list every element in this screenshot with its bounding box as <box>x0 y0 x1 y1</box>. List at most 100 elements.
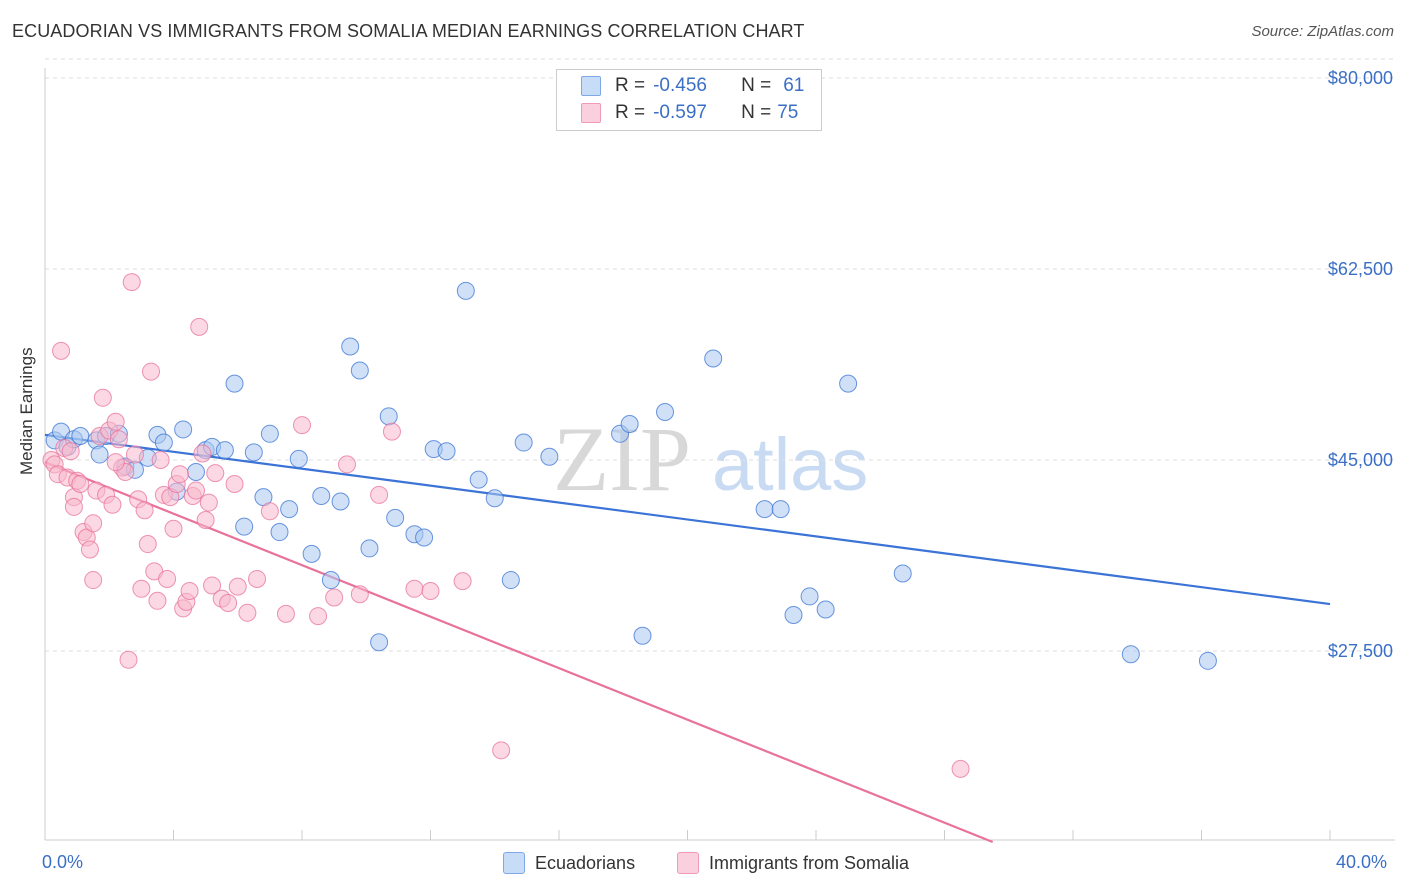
point-immigrants-from-somalia <box>350 585 369 604</box>
point-immigrants-from-somalia <box>248 569 267 588</box>
point-ecuadorians <box>784 605 803 624</box>
point-ecuadorians <box>260 424 279 443</box>
trend-line-immigrants-from-somalia <box>44 461 994 844</box>
point-immigrants-from-somalia <box>148 591 167 610</box>
point-ecuadorians <box>186 463 205 482</box>
series-legend-ecuadorians[interactable]: Ecuadorians <box>503 852 635 874</box>
point-immigrants-from-somalia <box>180 581 199 600</box>
point-immigrants-from-somalia <box>93 388 112 407</box>
point-immigrants-from-somalia <box>260 502 279 521</box>
point-ecuadorians <box>289 449 308 468</box>
point-ecuadorians <box>379 407 398 426</box>
point-immigrants-from-somalia <box>109 430 128 449</box>
y-tick-label: $62,500 <box>1328 259 1393 279</box>
point-immigrants-from-somalia <box>203 576 222 595</box>
point-immigrants-from-somalia <box>135 501 154 520</box>
point-ecuadorians <box>270 523 289 542</box>
point-immigrants-from-somalia <box>370 485 389 504</box>
point-ecuadorians <box>341 337 360 356</box>
point-immigrants-from-somalia <box>225 475 244 494</box>
point-immigrants-from-somalia <box>421 581 440 600</box>
point-immigrants-from-somalia <box>170 465 189 484</box>
series-label-somalia: Immigrants from Somalia <box>709 852 910 873</box>
point-immigrants-from-somalia <box>61 442 80 461</box>
point-immigrants-from-somalia <box>337 455 356 474</box>
legend-swatch-ecuadorians <box>581 76 601 96</box>
point-ecuadorians <box>501 571 520 590</box>
watermark: ZIP atlas <box>553 408 868 510</box>
point-immigrants-from-somalia <box>80 540 99 559</box>
legend-row-ecuadorians: R = -0.456 N = 61 <box>581 74 804 98</box>
point-immigrants-from-somalia <box>492 741 511 760</box>
point-ecuadorians <box>90 445 109 464</box>
point-immigrants-from-somalia <box>193 444 212 463</box>
point-immigrants-from-somalia <box>132 579 151 598</box>
y-tick-label: $27,500 <box>1328 641 1393 661</box>
point-ecuadorians <box>350 361 369 380</box>
point-immigrants-from-somalia <box>309 607 328 626</box>
watermark-atlas: atlas <box>712 423 868 506</box>
point-ecuadorians <box>633 626 652 645</box>
point-ecuadorians <box>437 442 456 461</box>
point-ecuadorians <box>620 414 639 433</box>
point-immigrants-from-somalia <box>228 577 247 596</box>
series-legend-somalia[interactable]: Immigrants from Somalia <box>677 852 909 874</box>
point-ecuadorians <box>514 433 533 452</box>
point-ecuadorians <box>839 374 858 393</box>
legend-r-label: R = <box>615 75 646 96</box>
point-immigrants-from-somalia <box>405 579 424 598</box>
point-ecuadorians <box>816 600 835 619</box>
point-ecuadorians <box>370 633 389 652</box>
point-ecuadorians <box>893 564 912 583</box>
point-ecuadorians <box>704 349 723 368</box>
series-swatch-ecuadorians <box>503 852 525 874</box>
series-legend: Ecuadorians Immigrants from Somalia <box>0 852 1406 876</box>
point-ecuadorians <box>280 500 299 519</box>
point-ecuadorians <box>415 528 434 547</box>
point-immigrants-from-somalia <box>206 464 225 483</box>
point-immigrants-from-somalia <box>151 451 170 469</box>
point-ecuadorians <box>1121 645 1140 664</box>
point-immigrants-from-somalia <box>190 317 209 336</box>
series-label-ecuadorians: Ecuadorians <box>535 852 636 873</box>
point-immigrants-from-somalia <box>106 453 125 472</box>
point-immigrants-from-somalia <box>158 569 177 588</box>
point-ecuadorians <box>174 420 193 439</box>
legend-row-somalia: R = -0.597 N = 75 <box>581 101 798 125</box>
point-immigrants-from-somalia <box>122 273 141 292</box>
point-ecuadorians <box>456 281 475 300</box>
point-immigrants-from-somalia <box>325 588 344 607</box>
point-immigrants-from-somalia <box>106 412 125 431</box>
y-tick-label: $45,000 <box>1328 450 1393 470</box>
point-immigrants-from-somalia <box>103 495 122 514</box>
legend-n-value-ecuadorians: 61 <box>783 75 805 96</box>
x-axis-max-label: 40.0% <box>1336 852 1388 872</box>
legend-r-label: R = <box>615 102 646 123</box>
point-ecuadorians <box>312 487 331 506</box>
point-ecuadorians <box>244 443 263 462</box>
legend-n-value-somalia: 75 <box>777 102 799 123</box>
point-immigrants-from-somalia <box>84 514 103 533</box>
point-ecuadorians <box>386 508 405 527</box>
point-immigrants-from-somalia <box>142 362 161 381</box>
point-ecuadorians <box>656 402 675 421</box>
point-ecuadorians <box>469 470 488 489</box>
point-ecuadorians <box>215 441 234 460</box>
legend-n-label: N = <box>741 102 772 123</box>
point-immigrants-from-somalia <box>951 759 970 778</box>
chart-title: ECUADORIAN VS IMMIGRANTS FROM SOMALIA ME… <box>12 21 805 41</box>
point-immigrants-from-somalia <box>276 604 295 623</box>
point-immigrants-from-somalia <box>52 341 71 360</box>
x-axis-min-label: 0.0% <box>42 852 84 872</box>
y-axis-label: Median Earnings <box>17 347 36 475</box>
point-immigrants-from-somalia <box>238 603 257 622</box>
legend-r-value-ecuadorians: -0.456 <box>653 75 707 96</box>
point-immigrants-from-somalia <box>71 475 90 494</box>
point-immigrants-from-somalia <box>119 650 138 669</box>
point-ecuadorians <box>302 544 321 563</box>
point-immigrants-from-somalia <box>199 493 218 512</box>
point-ecuadorians <box>755 500 774 519</box>
point-ecuadorians <box>71 426 90 445</box>
point-ecuadorians <box>331 492 350 511</box>
